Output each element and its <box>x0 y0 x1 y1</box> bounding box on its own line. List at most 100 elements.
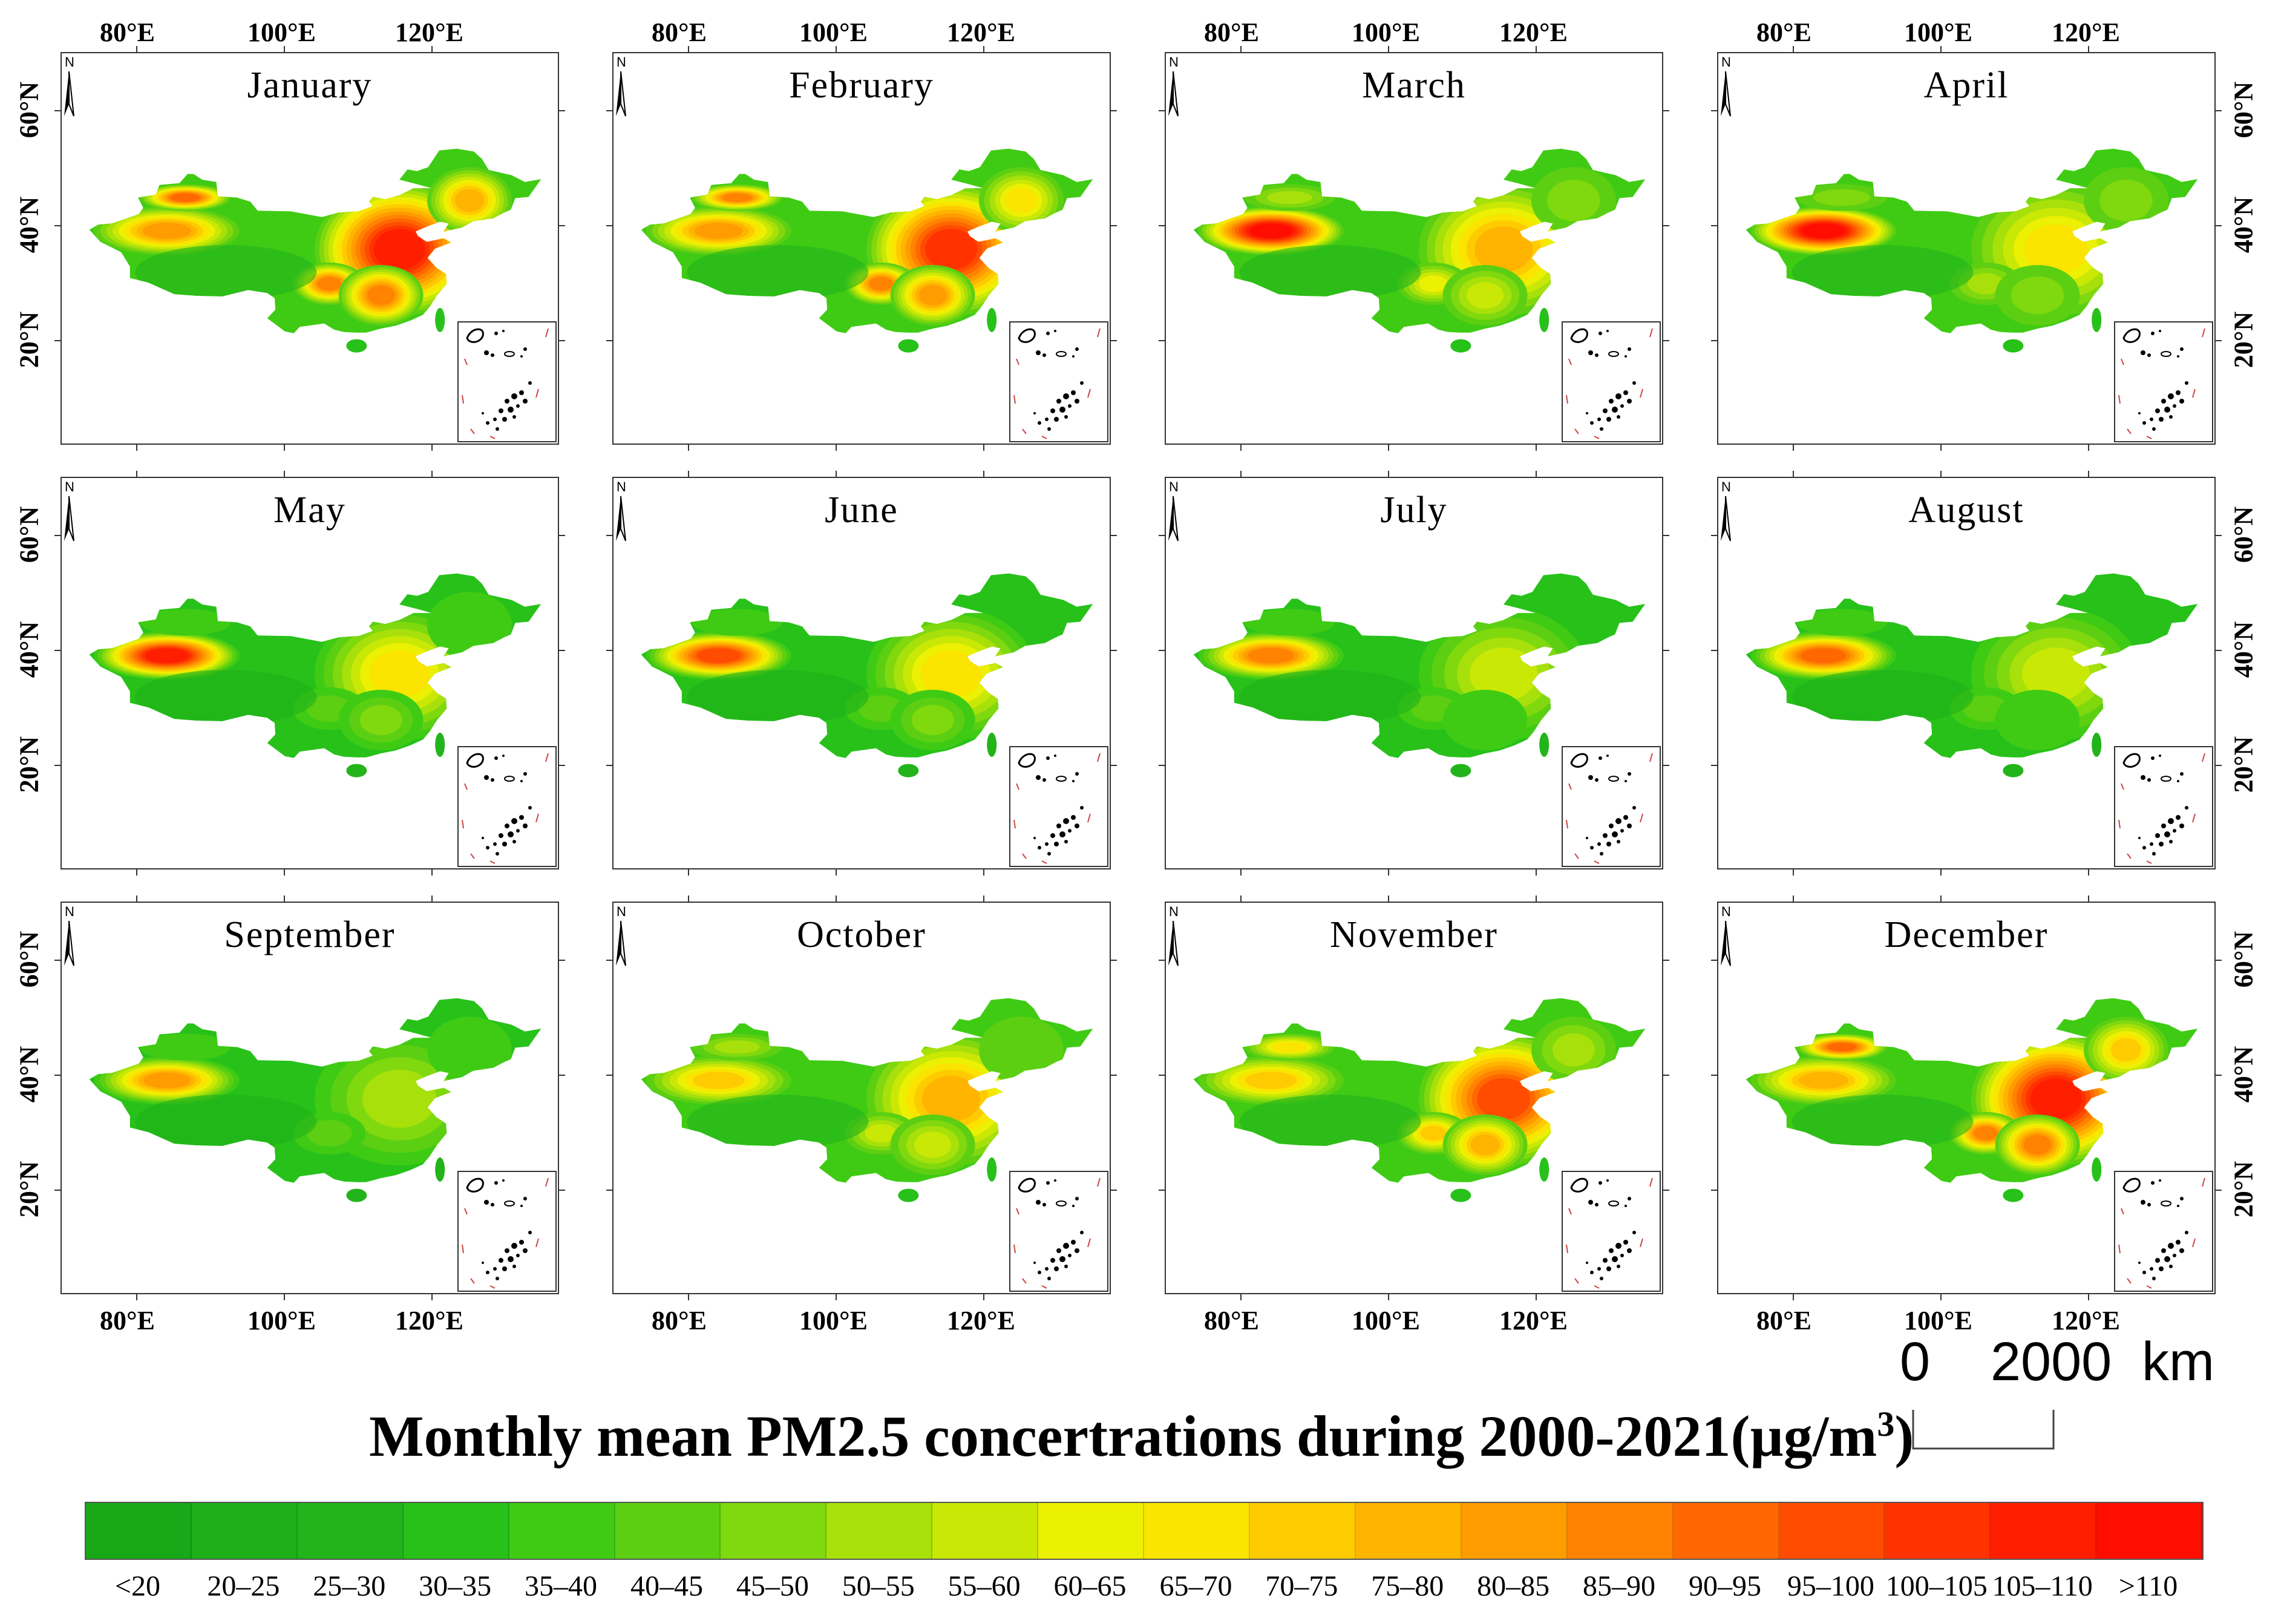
lon-tick <box>136 471 137 477</box>
lon-label: 100°E <box>1904 1306 1972 1335</box>
lon-tick <box>688 445 689 451</box>
hainan-island <box>1450 1188 1471 1202</box>
hainan-island <box>1450 339 1471 353</box>
lon-tick <box>431 445 433 451</box>
legend-label: 70–75 <box>1265 1570 1338 1602</box>
lon-tick <box>136 46 137 52</box>
lon-tick <box>1240 869 1242 876</box>
lon-tick <box>1388 895 1389 902</box>
taiwan-island <box>2092 732 2102 757</box>
lon-tick <box>1536 445 1537 451</box>
lat-label: 20°N <box>14 1161 44 1218</box>
lon-tick <box>2088 471 2089 477</box>
pm25-map <box>1193 573 1646 778</box>
pm25-map <box>1193 148 1646 353</box>
legend-label: 35–40 <box>525 1570 598 1602</box>
lon-tick <box>1240 1294 1242 1300</box>
lat-tick <box>54 110 61 111</box>
lat-tick <box>1159 535 1165 536</box>
lon-tick <box>136 1294 137 1300</box>
lon-tick <box>1793 869 1794 876</box>
south-china-sea-inset <box>1009 746 1108 867</box>
lon-tick <box>2088 46 2089 52</box>
lat-label: 40°N <box>2228 196 2259 254</box>
north-arrow-icon: N <box>64 54 74 117</box>
pm25-map <box>641 573 1093 778</box>
lon-tick <box>1240 471 1242 477</box>
north-arrow-letter: N <box>1721 54 1731 70</box>
lat-tick <box>559 225 565 226</box>
lat-tick <box>2216 960 2222 961</box>
lat-tick <box>1711 650 1717 651</box>
lon-label: 120°E <box>2052 18 2120 47</box>
legend-swatch <box>2096 1503 2203 1559</box>
legend-label: 105–110 <box>1992 1570 2093 1602</box>
legend-swatch <box>1355 1503 1462 1559</box>
lat-tick <box>54 340 61 341</box>
lon-tick <box>836 895 837 902</box>
legend-swatch <box>826 1503 933 1559</box>
legend-swatch <box>1991 1503 2097 1559</box>
legend-label: 85–90 <box>1583 1570 1656 1602</box>
lat-tick <box>1663 1190 1669 1191</box>
lon-label: 120°E <box>947 18 1015 47</box>
lon-tick <box>431 1294 433 1300</box>
legend-swatch <box>1567 1503 1674 1559</box>
lon-label: 100°E <box>1352 1306 1420 1335</box>
lon-label: 120°E <box>1499 18 1568 47</box>
lon-tick <box>1536 1294 1537 1300</box>
lon-label: 80°E <box>1204 1306 1259 1335</box>
lat-tick <box>606 340 612 341</box>
lon-tick <box>284 869 285 876</box>
lat-tick <box>606 225 612 226</box>
lat-tick <box>1111 110 1117 111</box>
lon-label: 100°E <box>247 1306 316 1335</box>
lon-tick <box>983 895 984 902</box>
lon-label: 120°E <box>395 1306 463 1335</box>
lon-label: 80°E <box>652 18 707 47</box>
pm25-map <box>1746 148 2198 353</box>
lat-tick <box>606 1190 612 1191</box>
lon-tick <box>1388 869 1389 876</box>
north-arrow-letter: N <box>1169 54 1179 70</box>
taiwan-island <box>987 732 997 757</box>
south-china-sea-inset <box>2114 321 2213 442</box>
lon-tick <box>284 471 285 477</box>
lat-label: 60°N <box>2228 506 2259 563</box>
legend-swatch <box>191 1503 298 1559</box>
lon-tick <box>1536 46 1537 52</box>
lat-tick <box>1111 1075 1117 1076</box>
lat-tick <box>559 535 565 536</box>
lon-tick <box>836 46 837 52</box>
lon-tick <box>1793 1294 1794 1300</box>
lat-label: 20°N <box>14 736 44 793</box>
legend-swatch <box>1144 1503 1250 1559</box>
lon-tick <box>1536 471 1537 477</box>
legend-swatch <box>86 1503 192 1559</box>
legend-swatch <box>1779 1503 1885 1559</box>
lon-tick <box>983 445 984 451</box>
lat-tick <box>54 535 61 536</box>
north-arrow-letter: N <box>65 479 74 494</box>
lat-tick <box>1711 110 1717 111</box>
lat-tick <box>1711 225 1717 226</box>
lat-tick <box>2216 1075 2222 1076</box>
lon-tick <box>284 445 285 451</box>
lat-label: 40°N <box>2228 621 2259 678</box>
south-china-sea-inset <box>1009 321 1108 442</box>
lon-label: 100°E <box>247 18 316 47</box>
north-arrow-icon: N <box>1721 479 1731 542</box>
lat-tick <box>1111 340 1117 341</box>
north-arrow-icon: N <box>1721 54 1731 117</box>
lat-tick <box>54 225 61 226</box>
north-arrow-letter: N <box>617 54 626 70</box>
north-arrow-letter: N <box>617 479 626 494</box>
lon-tick <box>1940 445 1942 451</box>
map-panel-december: December N <box>1717 902 2216 1294</box>
lon-label: 120°E <box>395 18 463 47</box>
lat-label: 20°N <box>2228 736 2259 793</box>
legend-label: 60–65 <box>1053 1570 1127 1602</box>
lat-tick <box>2216 110 2222 111</box>
lon-tick <box>983 1294 984 1300</box>
lat-label: 40°N <box>14 621 44 678</box>
